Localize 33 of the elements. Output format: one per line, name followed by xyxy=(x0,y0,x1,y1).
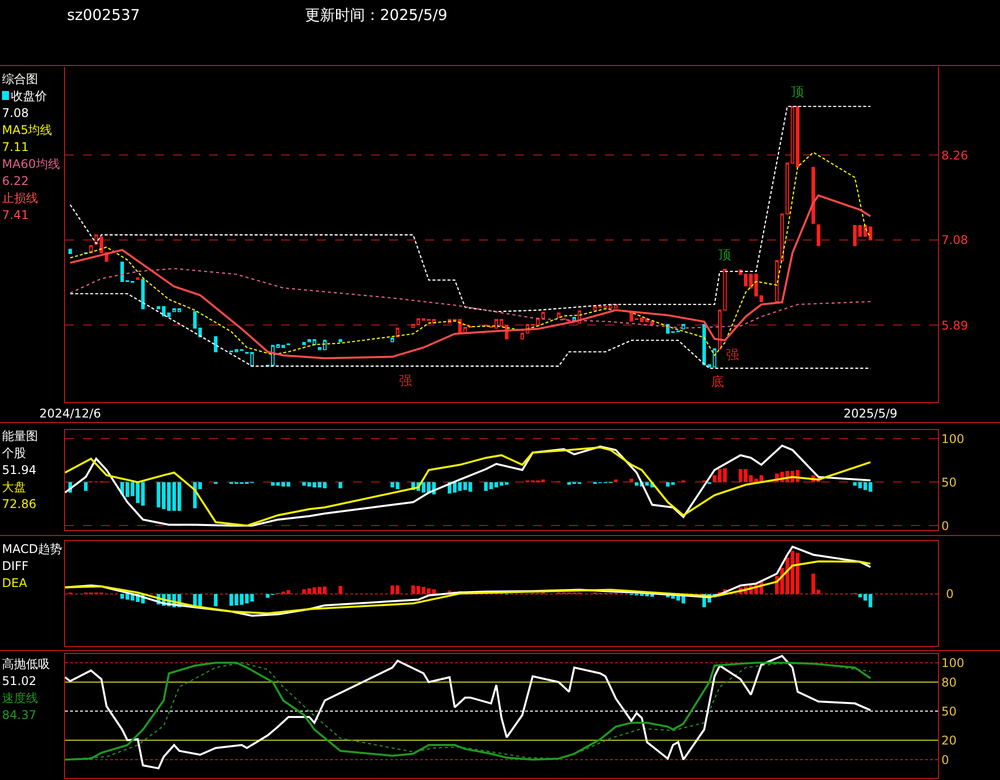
annotation: 底 xyxy=(711,375,724,390)
text: DEA xyxy=(2,575,28,592)
y-tick-label: 0 xyxy=(941,518,950,533)
y-tick-label: 0 xyxy=(941,752,950,767)
text: 速度线 84.37 xyxy=(2,690,39,724)
y-tick-label: 20 xyxy=(941,733,957,748)
y-tick-label: 80 xyxy=(941,675,957,690)
y-tick-label: 7.08 xyxy=(941,233,968,248)
annotation: 强 xyxy=(399,374,412,389)
text: MA5均线 7.11 xyxy=(2,122,54,156)
y-tick-label: 50 xyxy=(941,704,957,718)
chart-title: MACD趋势 xyxy=(2,541,62,558)
annotation: 强 xyxy=(726,348,739,363)
text: DIFF xyxy=(2,558,30,575)
chart-title: 能量图 xyxy=(2,428,38,445)
text: 综合图 xyxy=(2,71,39,88)
annotation: 顶 xyxy=(791,85,804,100)
annotation: 顶 xyxy=(718,248,731,263)
y-tick-label: 100 xyxy=(941,432,964,446)
text: sz002537 xyxy=(67,6,140,26)
y-tick-label: 100 xyxy=(941,656,964,670)
y-tick-label: 50 xyxy=(941,475,957,490)
series-label: 高抛低吸 51.02 xyxy=(2,656,50,690)
text: MA60均线 6.22 xyxy=(2,156,60,190)
x-tick-label: 2024/12/6 xyxy=(39,406,101,420)
legend-label: 收盘价 7.08 xyxy=(2,88,48,122)
text: 更新时间：2025/5/9 xyxy=(305,6,448,26)
text: 止损线 7.41 xyxy=(2,190,39,224)
y-tick-label: 5.89 xyxy=(941,318,968,332)
text: 个股 51.94 xyxy=(2,445,38,479)
x-tick-label: 2025/5/9 xyxy=(843,406,898,420)
y-tick-label: 8.26 xyxy=(941,148,968,162)
text: 大盘 72.86 xyxy=(2,479,38,513)
